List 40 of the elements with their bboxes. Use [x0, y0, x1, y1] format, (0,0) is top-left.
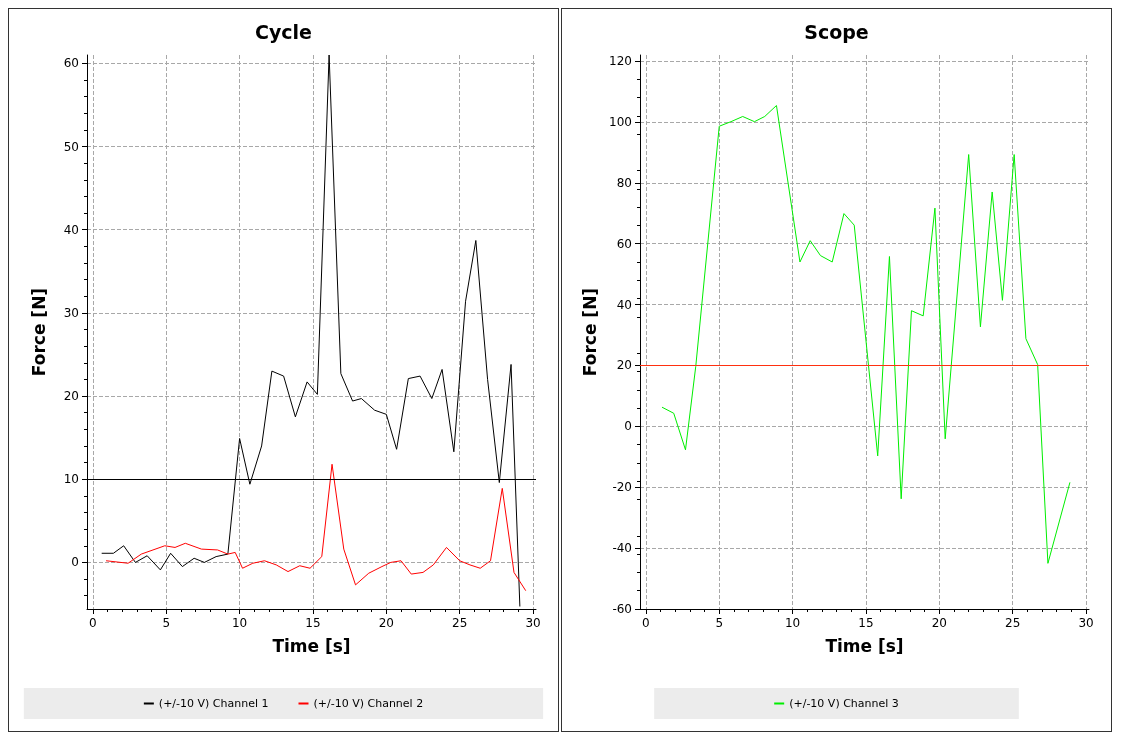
y-tick-label: -60 — [612, 602, 632, 616]
y-tick-label: 50 — [63, 139, 79, 154]
x-tick-label: 15 — [305, 616, 321, 630]
y-tick-label: 100 — [609, 114, 632, 129]
y-axis-title: Force [N] — [28, 287, 49, 377]
x-tick-label: 5 — [162, 616, 171, 630]
y-tick-label: 40 — [616, 297, 632, 312]
x-tick-label: 25 — [452, 616, 468, 630]
x-tick-label: 10 — [784, 616, 801, 630]
x-tick-label: 20 — [378, 616, 394, 630]
x-tick-label: 0 — [642, 616, 650, 630]
legend-label: (+/-10 V) Channel 2 — [313, 697, 424, 710]
legend-label: (+/-10 V) Channel 3 — [789, 697, 899, 710]
x-axis-title: Time [s] — [825, 635, 904, 656]
x-tick-label: 30 — [1078, 616, 1094, 630]
y-tick-label: 10 — [63, 472, 79, 487]
x-axis-title: Time [s] — [272, 635, 351, 656]
y-tick-label: 0 — [71, 555, 79, 570]
legend-label: (+/-10 V) Channel 1 — [158, 697, 269, 710]
x-tick-label: 0 — [89, 616, 97, 630]
x-tick-label: 5 — [715, 616, 724, 630]
y-tick-label: 40 — [63, 222, 79, 237]
y-tick-label: 20 — [616, 358, 632, 373]
x-tick-label: 30 — [525, 616, 541, 630]
y-tick-label: 20 — [63, 389, 79, 404]
x-tick-label: 10 — [231, 616, 248, 630]
x-tick-label: 15 — [858, 616, 874, 630]
y-tick-label: 80 — [616, 175, 632, 190]
y-tick-label: 60 — [63, 56, 79, 71]
y-tick-label: 60 — [616, 236, 632, 251]
y-tick-label: 120 — [609, 54, 632, 69]
y-tick-label: 30 — [63, 305, 79, 320]
y-tick-label: -40 — [612, 541, 632, 556]
chart-title: Cycle — [255, 20, 312, 43]
x-tick-label: 20 — [931, 616, 947, 630]
x-tick-label: 25 — [1005, 616, 1021, 630]
y-tick-label: -20 — [612, 480, 632, 495]
chart-title: Scope — [804, 20, 869, 43]
y-tick-label: 0 — [624, 419, 632, 434]
y-axis-title: Force [N] — [579, 287, 600, 377]
